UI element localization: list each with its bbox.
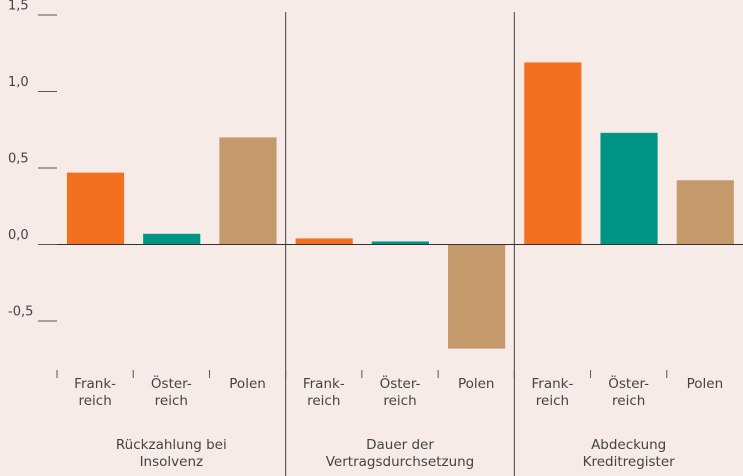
- bar: [676, 180, 734, 245]
- x-tick-label: Öster- reich: [379, 376, 421, 409]
- x-tick-label: Frank- reich: [531, 376, 574, 409]
- y-tick-label: 1,0: [8, 75, 29, 90]
- y-tick-label: 0,0: [8, 228, 29, 243]
- group-label: Abdeckung Kreditregister: [582, 437, 675, 470]
- group-label: Dauer der Vertragsdurchsetzung: [325, 437, 475, 470]
- x-tick-label: Öster- reich: [608, 376, 650, 409]
- y-tick-label: -0,5: [8, 305, 33, 320]
- bar: [600, 132, 658, 245]
- bar: [371, 241, 429, 245]
- x-tick-label: Polen: [457, 376, 495, 392]
- bar: [66, 172, 125, 245]
- x-tick-label: Frank- reich: [74, 376, 117, 409]
- x-tick-label: Polen: [686, 376, 724, 392]
- bar: [448, 244, 506, 349]
- bar: [524, 62, 582, 245]
- x-tick-label: Öster- reich: [150, 376, 192, 409]
- bar: [295, 238, 353, 245]
- bar: [219, 137, 277, 245]
- x-tick-label: Polen: [229, 376, 266, 392]
- x-tick-label: Frank- reich: [302, 376, 345, 409]
- y-tick-label: 0,5: [8, 152, 29, 167]
- y-tick-label: 1,5: [8, 0, 29, 14]
- group-label: Rückzahlung bei Insolvenz: [115, 437, 227, 470]
- bar: [143, 233, 201, 245]
